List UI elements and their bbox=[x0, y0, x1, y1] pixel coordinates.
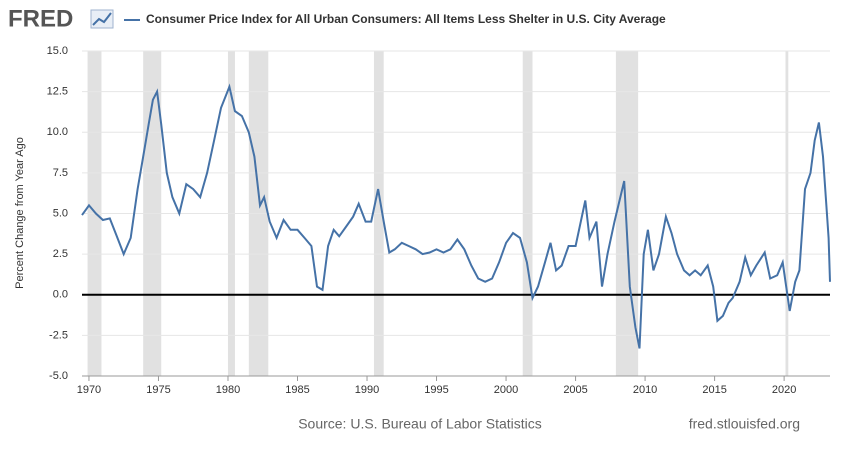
x-tick-label: 1990 bbox=[355, 384, 379, 396]
y-tick-label: 5.0 bbox=[53, 207, 68, 219]
x-tick-label: 1985 bbox=[285, 384, 309, 396]
y-tick-label: 10.0 bbox=[47, 126, 68, 138]
y-tick-label: 15.0 bbox=[47, 45, 68, 57]
data-line bbox=[81, 83, 831, 349]
y-tick-label: 12.5 bbox=[47, 86, 68, 98]
y-tick-label: 0.0 bbox=[53, 289, 68, 301]
x-tick-label: 1970 bbox=[77, 384, 101, 396]
x-tick-label: 2010 bbox=[633, 384, 657, 396]
y-tick-label: 7.5 bbox=[53, 167, 68, 179]
y-tick-label: 2.5 bbox=[53, 248, 68, 260]
x-tick-label: 1995 bbox=[424, 384, 448, 396]
site: fred.stlouisfed.org bbox=[689, 416, 800, 432]
source: Source: U.S. Bureau of Labor Statistics bbox=[298, 416, 542, 432]
y-tick-label: -2.5 bbox=[49, 329, 68, 341]
y-tick-label: -5.0 bbox=[49, 370, 68, 382]
x-tick-label: 2020 bbox=[772, 384, 796, 396]
logo: FRED bbox=[8, 5, 73, 32]
legend-label: Consumer Price Index for All Urban Consu… bbox=[146, 12, 666, 26]
y-axis-label: Percent Change from Year Ago bbox=[14, 137, 26, 289]
x-tick-label: 2015 bbox=[702, 384, 726, 396]
x-tick-label: 2000 bbox=[494, 384, 518, 396]
x-tick-label: 1980 bbox=[216, 384, 240, 396]
x-tick-label: 1975 bbox=[146, 384, 170, 396]
logo-icon bbox=[90, 9, 114, 29]
x-tick-label: 2005 bbox=[563, 384, 587, 396]
